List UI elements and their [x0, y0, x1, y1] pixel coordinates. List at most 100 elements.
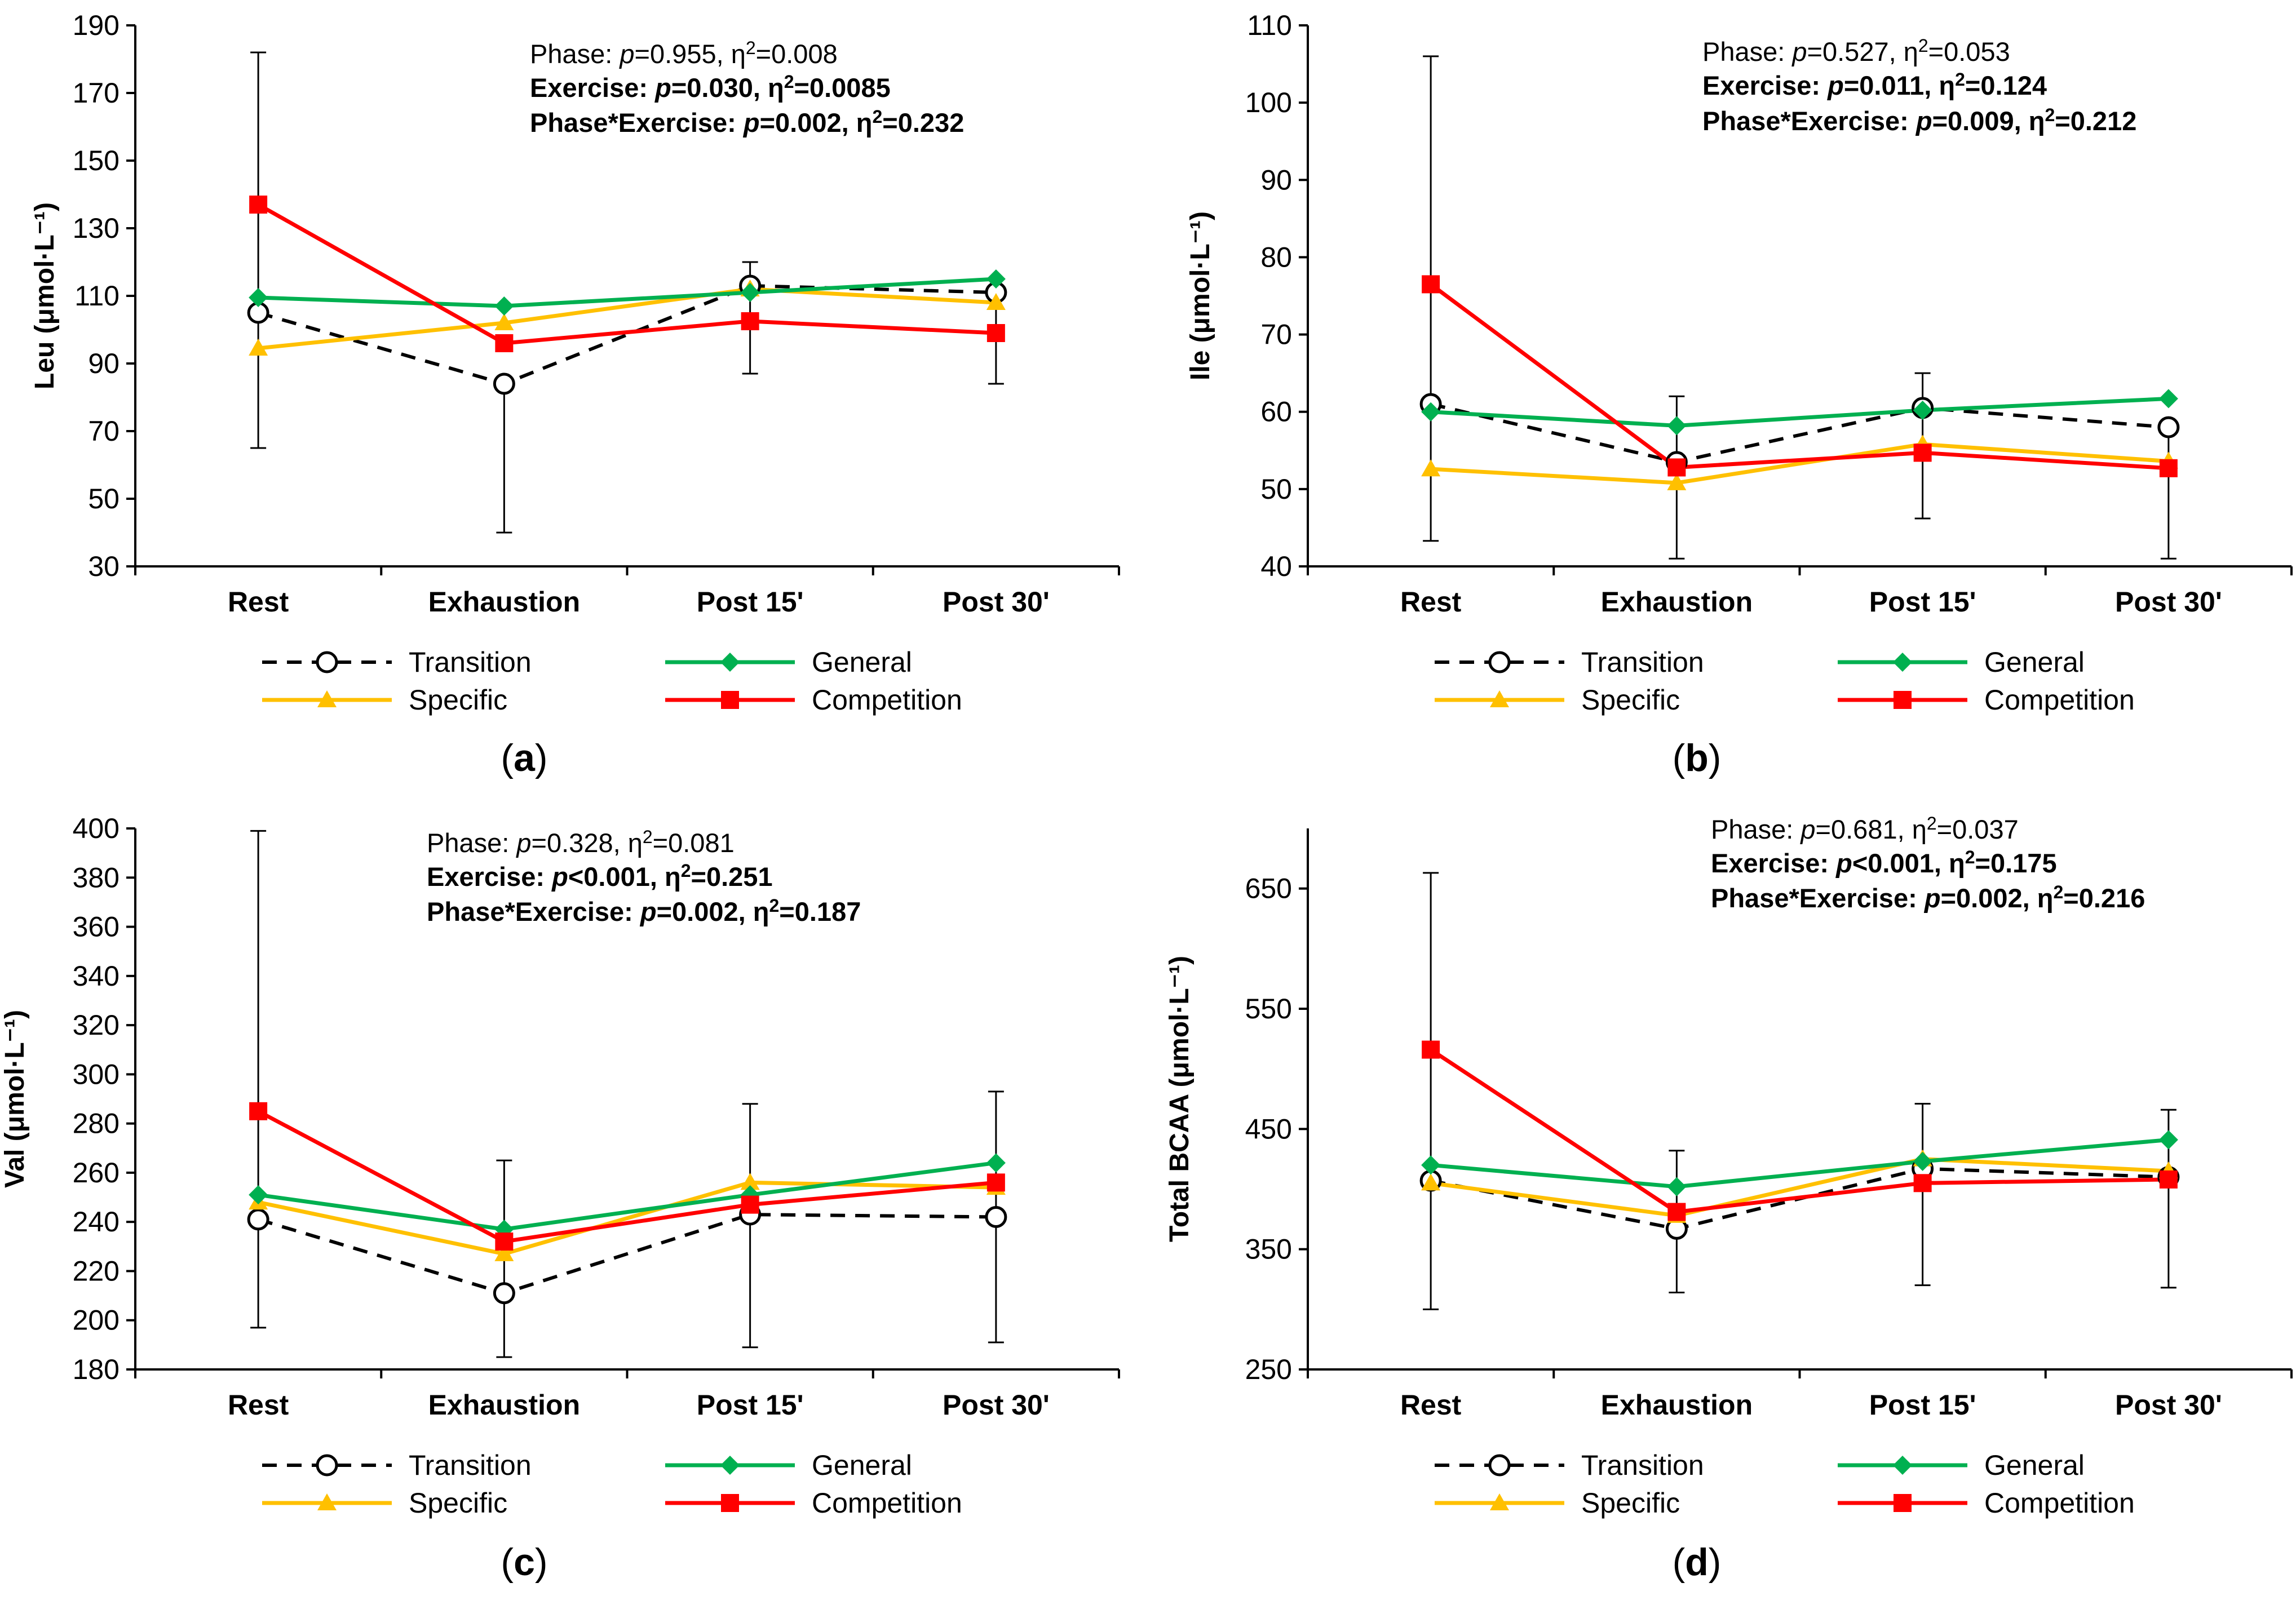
y-axis-label: Val (μmol·L⁻¹) [0, 1010, 30, 1188]
x-tick-label: Post 30' [943, 1389, 1050, 1421]
data-point-competition [2159, 1170, 2178, 1189]
stats-annotation: Phase*Exercise: p=0.009, η2=0.212 [1702, 105, 2136, 136]
y-axis-label: Total BCAA (μmol·L⁻¹) [1165, 956, 1195, 1242]
panel-caption: (c) [501, 1541, 547, 1584]
y-tick-label: 40 [1260, 551, 1292, 582]
data-point-competition [1913, 1174, 1932, 1192]
legend-label: Transition [1581, 1449, 1704, 1481]
y-tick-label: 130 [73, 212, 120, 244]
data-point-specific [494, 313, 514, 330]
legend-marker-transition [316, 1454, 338, 1477]
data-point-competition [1422, 275, 1440, 294]
data-point-specific [986, 293, 1006, 310]
legend-marker-specific [1490, 1493, 1509, 1510]
legend-marker-general [720, 1456, 740, 1475]
x-tick-label: Post 15' [697, 586, 804, 618]
y-tick-label: 350 [1245, 1234, 1292, 1265]
series-line-transition [1430, 402, 2169, 464]
legend-label: Competition [1984, 1487, 2135, 1519]
data-point-transition [493, 373, 515, 395]
series-line-competition [1430, 1048, 2169, 1214]
series-line-general [1430, 396, 2169, 428]
data-point-competition [741, 312, 759, 330]
data-point-general [1421, 402, 1441, 422]
legend-label: Specific [409, 1487, 507, 1519]
data-point-competition [1667, 1203, 1686, 1221]
data-point-competition [495, 334, 514, 352]
legend-marker-specific [317, 1493, 337, 1510]
data-point-transition [2157, 416, 2180, 438]
legend-marker-specific [317, 690, 337, 707]
stats-annotation: Exercise: p=0.030, η2=0.0085 [530, 72, 891, 103]
data-point-competition [2159, 459, 2178, 477]
y-tick-label: 110 [74, 280, 120, 312]
x-tick-label: Post 15' [697, 1389, 804, 1421]
data-point-competition [495, 1232, 514, 1251]
data-point-general [986, 1153, 1006, 1173]
data-point-general [1667, 1177, 1687, 1196]
data-point-general [1667, 416, 1687, 436]
legend-marker-general [1893, 1456, 1912, 1475]
panel-caption: (b) [1673, 737, 1722, 779]
legend-label: Competition [812, 684, 962, 716]
data-point-general [740, 283, 760, 302]
data-point-general [2158, 389, 2178, 409]
y-tick-label: 260 [73, 1157, 120, 1189]
y-tick-label: 150 [73, 145, 120, 176]
legend-label: General [812, 646, 912, 678]
legend-marker-competition [1894, 691, 1912, 709]
panel-caption: (a) [501, 737, 547, 779]
data-point-competition [986, 324, 1005, 342]
data-point-specific [494, 1244, 514, 1261]
y-tick-label: 100 [1245, 87, 1292, 118]
y-tick-label: 170 [73, 77, 120, 109]
legend-label: Competition [1984, 684, 2135, 716]
legend-label: Specific [409, 684, 507, 716]
x-tick-label: Exhaustion [428, 586, 580, 618]
data-point-general [1913, 400, 1932, 420]
legend-marker-transition [1488, 651, 1511, 673]
data-point-transition [247, 1208, 269, 1231]
data-point-competition [741, 1195, 759, 1214]
y-tick-label: 80 [1260, 241, 1292, 273]
data-point-general [986, 269, 1006, 289]
data-point-general [249, 288, 268, 307]
x-tick-label: Post 15' [1869, 1389, 1976, 1421]
legend-marker-transition [316, 651, 338, 673]
data-point-competition [1667, 458, 1686, 477]
legend-label: Transition [409, 646, 532, 678]
y-tick-label: 90 [1260, 164, 1292, 196]
y-tick-label: 400 [73, 813, 120, 844]
series-line-general [258, 1160, 997, 1231]
series-line-specific [1430, 442, 2169, 485]
y-tick-label: 70 [1260, 319, 1292, 351]
stats-annotation: Exercise: p<0.001, η2=0.251 [427, 861, 773, 892]
chart-panel-b: 40 50 60 70 80 90 100 110 Rest Exhaustion Post 15'… [1185, 10, 2293, 779]
legend-marker-competition [721, 691, 739, 709]
y-tick-label: 380 [73, 862, 120, 893]
x-tick-label: Post 30' [943, 586, 1050, 618]
y-tick-label: 180 [73, 1354, 120, 1385]
x-tick-label: Rest [1400, 586, 1462, 618]
series-line-specific [1430, 1157, 2169, 1218]
legend-label: General [812, 1449, 912, 1481]
chart-panel-c: 180 200 220 240 260 280 300 320 340 360 380 400 Rest… [0, 813, 1120, 1584]
y-tick-label: 320 [73, 1009, 120, 1041]
y-tick-label: 200 [73, 1305, 120, 1336]
panel-caption: (d) [1673, 1541, 1722, 1584]
legend-marker-competition [721, 1494, 739, 1512]
series-line-transition [258, 284, 996, 385]
chart-panel-a: 30 50 70 90 110 130 150 170 190 Rest Exhaustion Pos… [30, 10, 1120, 779]
legend-marker-transition [1488, 1454, 1511, 1477]
stats-annotation: Phase: p=0.955, η2=0.008 [530, 38, 838, 69]
series-line-general [258, 277, 997, 308]
data-point-general [1421, 1155, 1441, 1175]
y-tick-label: 190 [73, 10, 120, 41]
y-axis-label: Leu (μmol·L⁻¹) [30, 202, 60, 389]
data-point-competition [986, 1173, 1005, 1192]
data-point-general [2158, 1130, 2178, 1150]
y-tick-label: 250 [1245, 1354, 1292, 1385]
legend-label: General [1984, 646, 2085, 678]
legend-marker-specific [1490, 690, 1509, 707]
y-tick-label: 650 [1245, 873, 1292, 905]
